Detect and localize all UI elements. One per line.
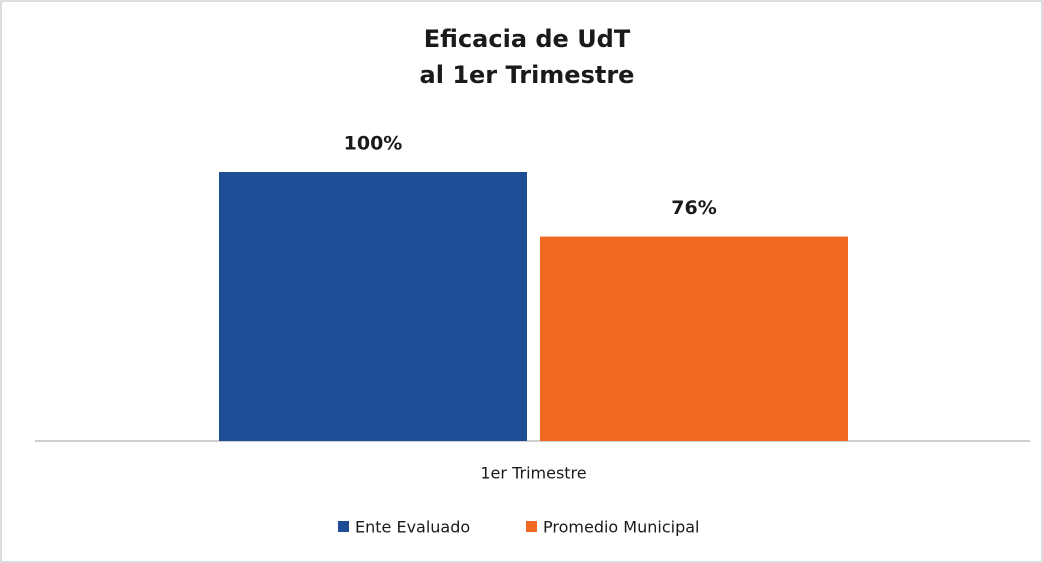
legend-label: Ente Evaluado — [355, 518, 470, 537]
chart-title: al 1er Trimestre — [420, 61, 635, 89]
value-label: 76% — [671, 197, 716, 219]
bar — [540, 236, 848, 441]
bar — [219, 172, 527, 441]
x-tick-label: 1er Trimestre — [480, 464, 586, 483]
value-label: 100% — [344, 133, 403, 155]
legend-label: Promedio Municipal — [543, 518, 699, 537]
legend-swatch — [338, 521, 349, 532]
legend-swatch — [526, 521, 537, 532]
chart-title: Eficacia de UdT — [424, 25, 631, 53]
